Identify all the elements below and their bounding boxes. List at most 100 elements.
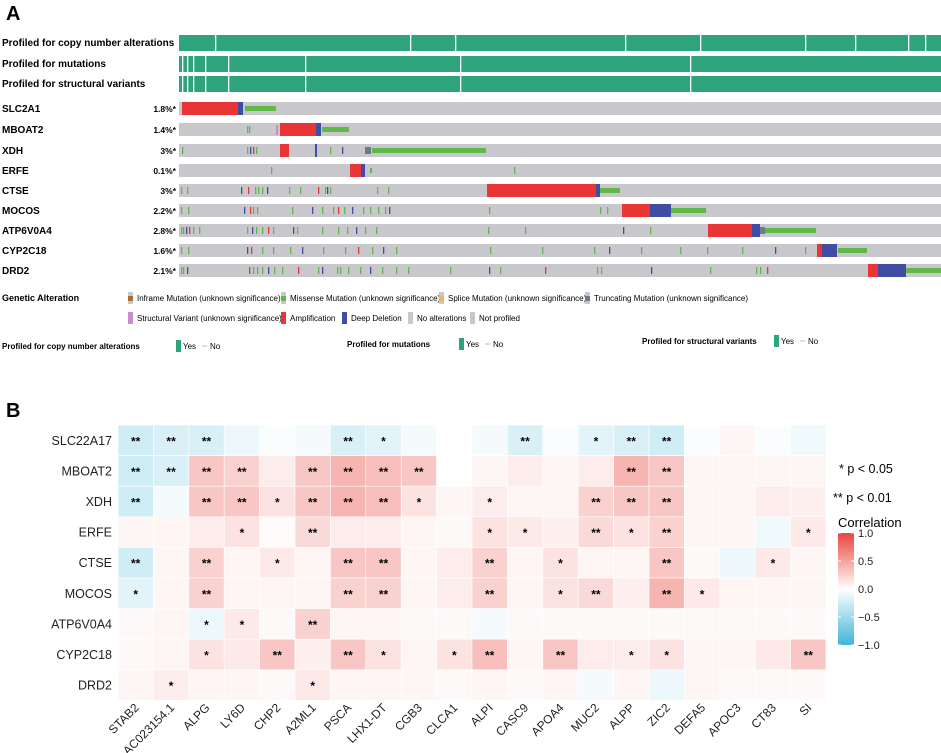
heatmap-cell: [684, 455, 721, 487]
significance-mark: **: [414, 465, 424, 479]
heatmap-cell: [471, 669, 508, 701]
heatmap-cell: [613, 455, 650, 487]
alteration-tick: [342, 147, 344, 154]
alteration-tick: [183, 227, 185, 234]
no-alteration-bar: [179, 144, 941, 157]
significance-mark: **: [131, 465, 141, 479]
heatmap-cell: [259, 669, 296, 701]
alteration-tick: [248, 187, 250, 194]
alteration-tick: [252, 227, 254, 234]
heatmap-column-label: A2ML1: [282, 700, 319, 737]
heatmap-cell: [188, 485, 225, 518]
alteration-tick: [253, 147, 255, 154]
amplification-block: [868, 264, 878, 277]
heatmap-cell: [223, 485, 260, 518]
missense-block: [245, 106, 276, 111]
heatmap-cell: [754, 516, 791, 548]
alteration-tick: [597, 267, 599, 274]
significance-mark: *: [487, 496, 492, 510]
profile-track-gap: [193, 56, 195, 72]
heatmap-cell: [117, 516, 154, 548]
alteration-tick: [623, 227, 625, 234]
alteration-tick: [262, 227, 264, 234]
alteration-tick: [396, 247, 398, 254]
heatmap-column-label: CLCA1: [423, 700, 460, 737]
gene-label: CYP2C18: [2, 246, 47, 257]
heatmap-cell: [436, 485, 473, 518]
heatmap-cell: [613, 669, 650, 701]
gene-alteration-percent: 2.2%*: [153, 206, 176, 216]
alteration-tick: [258, 187, 260, 194]
alteration-tick: [189, 227, 191, 234]
alteration-tick: [318, 267, 320, 274]
deep-deletion-block: [752, 224, 760, 237]
color-scale-bar: [838, 533, 854, 645]
missense-block: [370, 168, 372, 173]
significance-mark: **: [485, 587, 495, 601]
profile-track-gap: [187, 56, 189, 72]
alteration-tick: [330, 187, 332, 194]
significance-mark: **: [131, 496, 141, 510]
alteration-tick: [182, 147, 184, 154]
heatmap-cell: [365, 516, 402, 548]
heatmap-cell: [754, 455, 791, 487]
heatmap-cell: [754, 547, 791, 579]
profiled-legend-title: Profiled for copy number alterations: [2, 342, 140, 351]
heatmap-column-label: PSCA: [321, 701, 354, 734]
significance-mark: **: [379, 557, 389, 571]
amplification-block: [350, 164, 362, 177]
alteration-tick: [514, 167, 516, 174]
alteration-tick: [372, 247, 374, 254]
alteration-tick: [408, 267, 410, 274]
alteration-tick: [370, 267, 372, 274]
alteration-tick: [358, 247, 360, 254]
panel-label-b: B: [6, 400, 20, 422]
alteration-tick: [651, 267, 653, 274]
alteration-tick: [247, 147, 249, 154]
heatmap-cell: [471, 547, 508, 579]
significance-mark: *: [169, 679, 174, 693]
gene-alteration-percent: 1.4%*: [153, 125, 176, 135]
heatmap-cell: [648, 516, 685, 548]
heatmap-cell: [188, 516, 225, 548]
heatmap-column-label: DEFA5: [671, 700, 708, 737]
alteration-tick: [760, 267, 762, 274]
alteration-tick: [337, 267, 339, 274]
profiled-yes-label: Yes: [781, 337, 794, 346]
profile-track-gap: [182, 56, 184, 72]
amplification-block: [622, 204, 650, 217]
heatmap-cell: [613, 608, 650, 640]
alteration-tick: [262, 247, 264, 254]
heatmap-cell: [223, 669, 260, 701]
heatmap-cell: [223, 547, 260, 579]
gene-label: SLC2A1: [2, 104, 41, 115]
legend-swatch: [128, 296, 133, 301]
heatmap-column-label: APOA4: [528, 700, 566, 738]
color-scale-tick-label: −1.0: [858, 640, 880, 652]
significance-mark: **: [591, 587, 601, 601]
heatmap-cell: [117, 485, 154, 518]
significance-mark: **: [343, 587, 353, 601]
significance-mark: **: [627, 465, 637, 479]
alteration-tick: [338, 207, 340, 214]
heatmap-cell: [117, 669, 154, 701]
heatmap-cell: [684, 577, 721, 609]
heatmap-cell: [790, 638, 827, 671]
heatmap-cell: [471, 577, 508, 609]
heatmap-cell: [754, 424, 791, 456]
heatmap-cell: [365, 547, 402, 579]
heatmap-cell: [507, 455, 544, 487]
heatmap-cell: [400, 516, 437, 548]
heatmap-cell: [790, 608, 827, 640]
heatmap-cell: [330, 669, 367, 701]
significance-mark: *: [310, 679, 315, 693]
heatmap-cell: [330, 516, 367, 548]
alteration-tick: [268, 267, 270, 274]
heatmap-cell: [223, 455, 260, 487]
alteration-tick: [377, 187, 379, 194]
heatmap-cell: [754, 608, 791, 640]
heatmap-cell: [790, 455, 827, 487]
heatmap-column-label: ALPI: [468, 701, 496, 729]
panel-label-a: A: [6, 3, 20, 25]
heatmap-cell: [790, 516, 827, 548]
